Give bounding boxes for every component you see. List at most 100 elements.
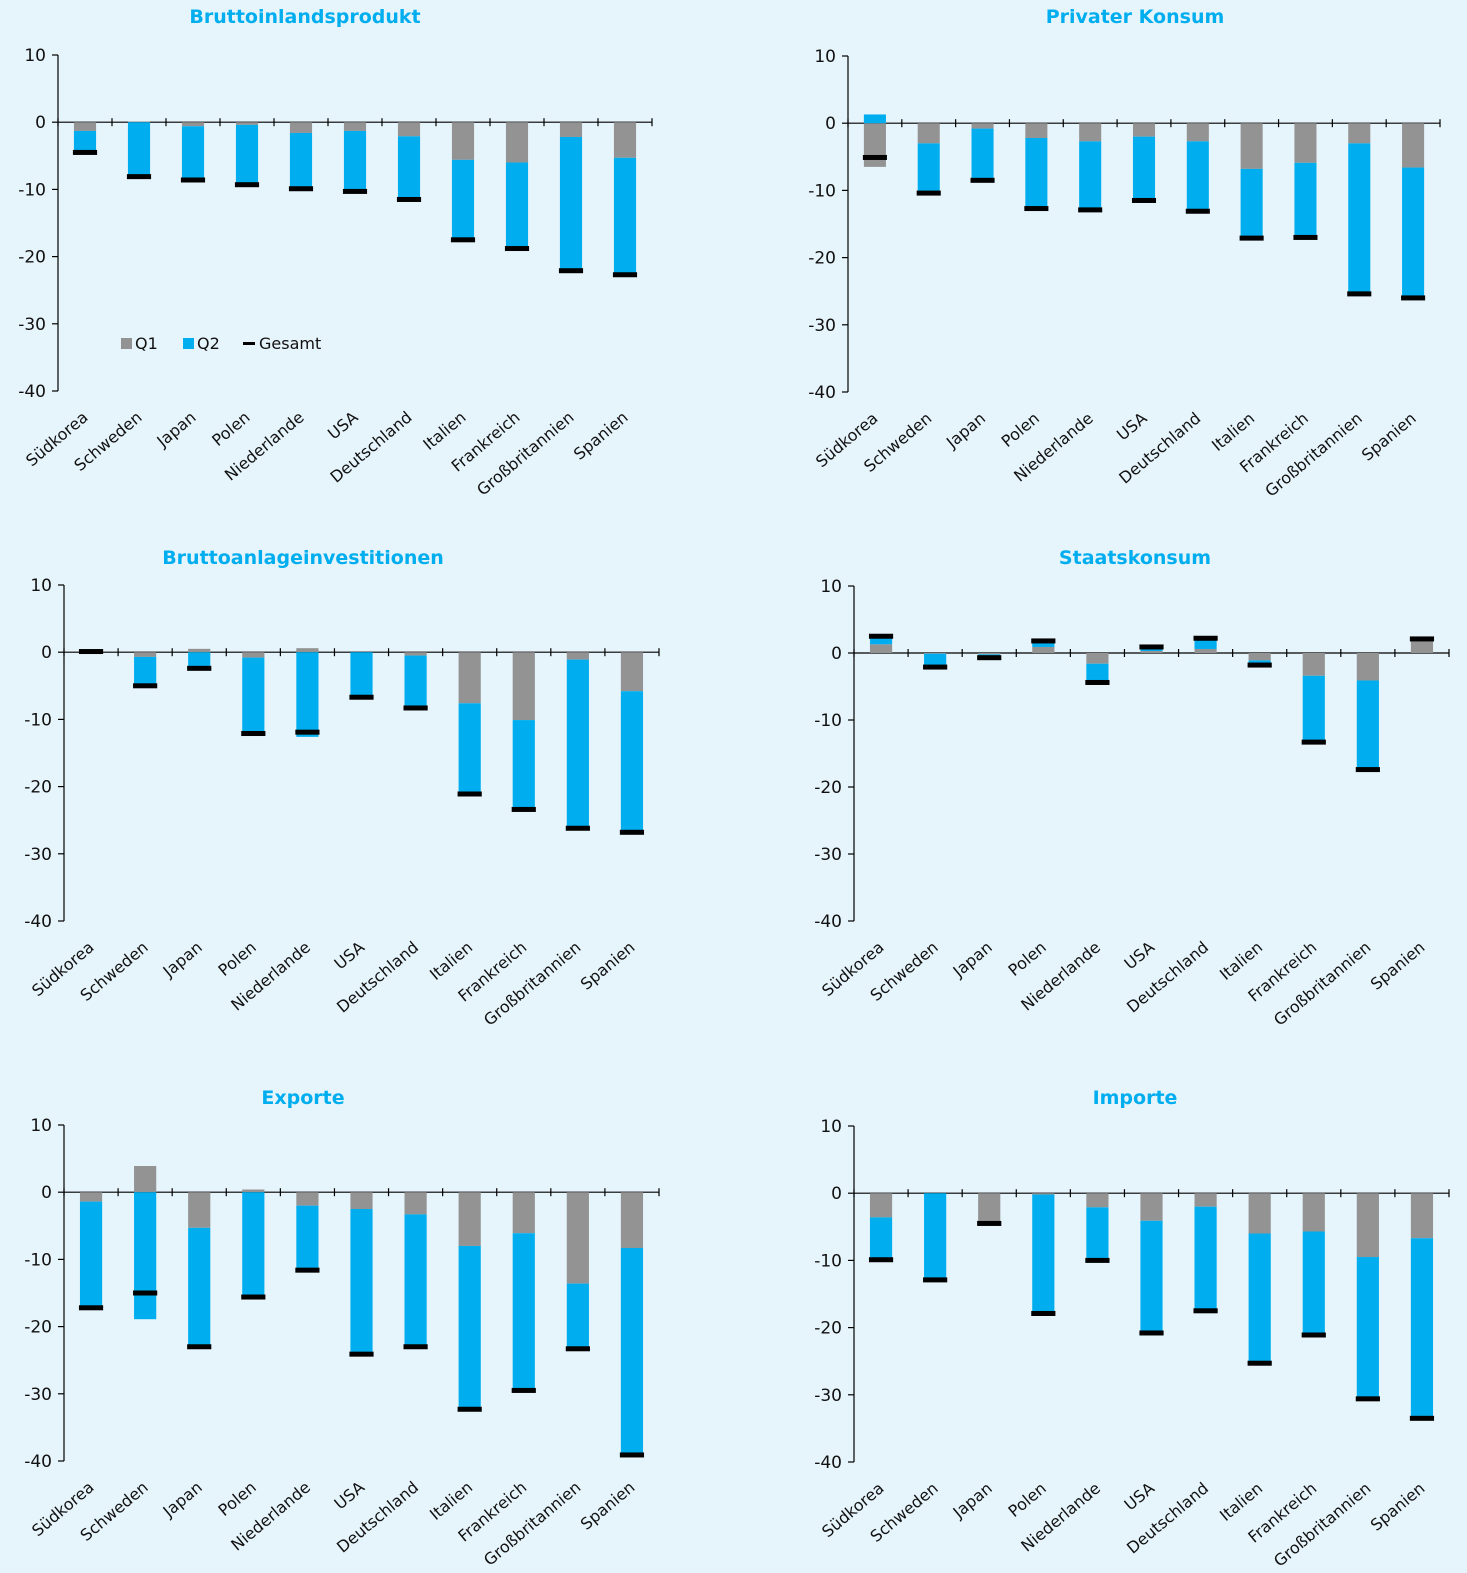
y-tick-label: -40 (814, 912, 842, 932)
y-tick-label: -10 (808, 181, 836, 201)
y-tick-label: 10 (820, 577, 842, 597)
total-marker (1301, 1332, 1326, 1338)
total-marker (1239, 235, 1264, 241)
category-label: Großbritannien (480, 1478, 584, 1570)
bar-q1 (863, 123, 886, 167)
total-marker (504, 246, 530, 252)
bar-q1 (289, 122, 313, 133)
bar-q1 (397, 122, 421, 137)
category-label: Polen (1005, 938, 1050, 980)
bar-q1 (404, 1192, 427, 1215)
y-tick-label: -30 (18, 315, 46, 335)
y-tick-label: 10 (814, 47, 836, 67)
bar-q2 (451, 159, 475, 240)
bar-q2 (1025, 137, 1048, 209)
total-marker (349, 1351, 374, 1357)
category-label: USA (1113, 408, 1151, 444)
total-marker (868, 633, 894, 639)
total-marker (288, 186, 314, 192)
bar-q1 (1194, 1193, 1217, 1207)
category-label: Polen (998, 409, 1043, 451)
y-tick-label: 0 (831, 644, 842, 664)
legend: Q1 Q2 Gesamt (121, 334, 321, 353)
bar-q1 (134, 652, 157, 657)
category-label: Japan (949, 1479, 996, 1523)
bar-q1 (235, 122, 259, 125)
bar-q2 (134, 1192, 157, 1320)
bar-q2 (512, 720, 535, 810)
total-marker (349, 694, 374, 700)
bar-q2 (1302, 675, 1325, 742)
legend-q2-label: Q2 (197, 334, 220, 353)
y-tick-label: -40 (24, 912, 52, 932)
y-tick-label: -20 (814, 778, 842, 798)
bar-q1 (1356, 1193, 1379, 1258)
bar-q1 (869, 644, 893, 653)
chart-title: Bruttoanlageinvestitionen (162, 547, 444, 569)
total-marker (977, 655, 1002, 661)
bar-q1 (134, 1165, 157, 1193)
y-tick-label: -30 (814, 1386, 842, 1406)
bar-q2 (397, 136, 421, 200)
category-label: Japan (949, 938, 996, 982)
bar-q1 (566, 1192, 589, 1284)
bar-q1 (1194, 648, 1217, 653)
bar-q2 (350, 1209, 373, 1353)
total-marker (342, 188, 368, 194)
y-tick-label: -40 (18, 382, 46, 402)
bar-q1 (1302, 653, 1325, 676)
y-tick-label: -10 (24, 1250, 52, 1270)
chart-svg: Staatskonsum100-10-20-30-40SüdkoreaSchwe… (814, 547, 1450, 1030)
y-tick-label: -10 (814, 1251, 842, 1271)
bar-q2 (559, 136, 583, 271)
y-tick-label: -40 (814, 1453, 842, 1473)
bar-q1 (566, 652, 589, 660)
total-marker (868, 1257, 894, 1263)
y-tick-label: 10 (30, 576, 52, 596)
total-marker (1024, 206, 1049, 212)
category-label: USA (1120, 1478, 1158, 1514)
chart-title: Bruttoinlandsprodukt (189, 6, 420, 28)
total-marker (1085, 1257, 1110, 1263)
bar-q2 (404, 655, 427, 708)
total-marker (295, 729, 320, 735)
bar-q1 (188, 648, 211, 653)
chart-panel-bruttoinlandsprodukt: Bruttoinlandsprodukt 10 0 -10 -20 -30 -40 Südko… (0, 0, 700, 520)
bar-q1 (1079, 123, 1102, 142)
bar-q1 (1140, 1193, 1163, 1221)
bar-q2 (1302, 1231, 1325, 1335)
category-label: Italien (1216, 1479, 1266, 1525)
category-label: Polen (215, 938, 260, 980)
bar-q2 (1356, 1257, 1379, 1399)
bar-q1 (296, 648, 319, 653)
chart-panel-staatskonsum: Staatskonsum 10 0 -10 -20 -30 -40 Südkorea Schwe… (733, 540, 1467, 1060)
bar-q1 (1348, 123, 1371, 144)
y-tick-label: -30 (24, 1385, 52, 1405)
total-marker (916, 190, 941, 196)
total-marker (187, 1344, 212, 1350)
bar-q2 (566, 659, 589, 829)
y-tick-label: 0 (41, 1183, 52, 1203)
total-marker (457, 1406, 482, 1412)
y-tick-label: -10 (18, 180, 46, 200)
bar-q1 (1294, 123, 1317, 163)
bar-q2 (1086, 1207, 1109, 1261)
bar-q1 (1186, 123, 1209, 142)
bar-q2 (73, 130, 97, 153)
total-marker (1031, 1310, 1056, 1316)
bar-q2 (869, 1217, 893, 1260)
total-marker (511, 806, 536, 812)
category-label: Großbritannien (473, 408, 577, 500)
bar-q2 (1402, 167, 1425, 298)
category-label: Spanien (1367, 1479, 1429, 1535)
bar-q1 (512, 652, 535, 721)
total-marker (612, 272, 638, 278)
total-marker (511, 1387, 536, 1393)
bar-q2 (1132, 136, 1156, 201)
bar-q2 (79, 1201, 103, 1309)
total-marker (295, 1267, 320, 1273)
total-marker (1347, 291, 1372, 297)
y-tick-label: -30 (814, 845, 842, 865)
